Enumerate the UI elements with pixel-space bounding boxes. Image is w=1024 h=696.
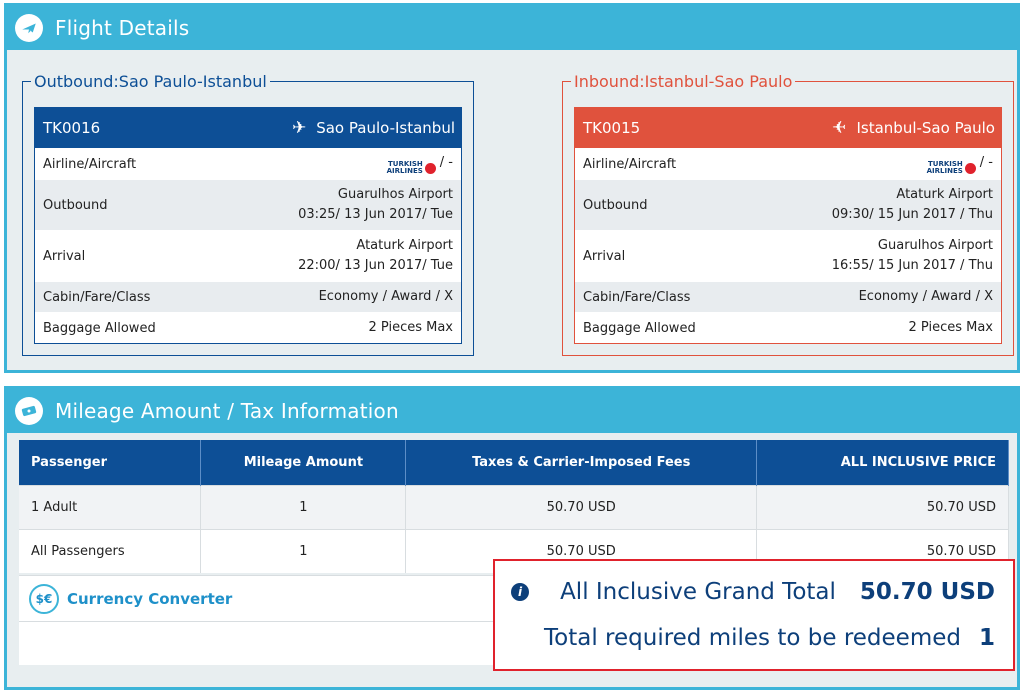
baggage-label: Baggage Allowed [43, 320, 156, 336]
airplane-icon: ✈ [291, 118, 307, 138]
arrival-airport: Ataturk Airport [356, 238, 453, 253]
baggage-value: 2 Pieces Max [908, 320, 994, 335]
outbound-legend: Outbound:Sao Paulo-Istanbul [34, 72, 267, 91]
passenger-cell: 1 Adult [19, 484, 202, 529]
baggage-value: 2 Pieces Max [368, 320, 454, 335]
required-miles-label: Total required miles to be redeemed [544, 625, 961, 651]
required-miles-row: Total required miles to be redeemed 1 [544, 625, 995, 651]
inbound-cabin-row: Cabin/Fare/Class Economy / Award / X [575, 281, 1001, 312]
grand-total-row: All Inclusive Grand Total 50.70 USD [560, 579, 995, 605]
plane-badge-icon [15, 14, 43, 42]
cabin-value: Economy / Award / X [858, 289, 993, 304]
price-cell: 50.70 USD [756, 484, 1009, 529]
taxes-cell: 50.70 USD [405, 484, 758, 529]
arrival-time: 16:55/ 15 Jun 2017 / Thu [831, 258, 993, 273]
grand-total-value: 50.70 USD [859, 579, 995, 605]
mileage-tax-title: Mileage Amount / Tax Information [55, 399, 399, 423]
inbound-card: TK0015 ✈ Istanbul-Sao Paulo Airline/Airc… [574, 107, 1002, 344]
cabin-label: Cabin/Fare/Class [583, 289, 691, 305]
outbound-cabin-row: Cabin/Fare/Class Economy / Award / X [35, 281, 461, 312]
inbound-depart-row: Outbound Ataturk Airport 09:30/ 15 Jun 2… [575, 179, 1001, 230]
inbound-airline-row: Airline/Aircraft TURKISH AIRLINES / - [575, 148, 1001, 179]
outbound-route: Sao Paulo-Istanbul [316, 119, 455, 137]
ticket-icon [15, 397, 43, 425]
flight-details-title: Flight Details [55, 16, 190, 40]
col-mileage-amount: Mileage Amount [200, 440, 407, 485]
cabin-label: Cabin/Fare/Class [43, 289, 151, 305]
turkish-airlines-logo: TURKISH AIRLINES [927, 161, 980, 175]
mileage-cell: 1 [200, 484, 407, 529]
table-header-row: Passenger Mileage Amount Taxes & Carrier… [19, 440, 1009, 485]
outbound-depart-row: Outbound Guarulhos Airport 03:25/ 13 Jun… [35, 179, 461, 230]
arrival-label: Arrival [583, 248, 626, 264]
outbound-leg: Outbound:Sao Paulo-Istanbul TK0016 ✈ Sao… [22, 72, 474, 356]
arrival-time: 22:00/ 13 Jun 2017/ Tue [298, 258, 453, 273]
depart-airport: Ataturk Airport [896, 187, 993, 202]
inbound-card-header: TK0015 ✈ Istanbul-Sao Paulo [575, 108, 1001, 148]
arrival-label: Arrival [43, 248, 86, 264]
mileage-cell: 1 [200, 528, 407, 573]
depart-label: Outbound [43, 197, 108, 213]
required-miles-value: 1 [978, 625, 995, 651]
outbound-flight-number: TK0016 [43, 119, 101, 137]
divider [19, 621, 499, 622]
flight-details-panel: Flight Details Outbound:Sao Paulo-Istanb… [4, 3, 1020, 373]
depart-label: Outbound [583, 197, 648, 213]
inbound-arrival-row: Arrival Guarulhos Airport 16:55/ 15 Jun … [575, 230, 1001, 281]
currency-exchange-icon: $€ [29, 584, 59, 614]
col-taxes: Taxes & Carrier-Imposed Fees [405, 440, 758, 485]
grand-total-label: All Inclusive Grand Total [560, 579, 836, 605]
table-row: 1 Adult 1 50.70 USD 50.70 USD [19, 484, 1009, 529]
outbound-baggage-row: Baggage Allowed 2 Pieces Max [35, 312, 461, 343]
outbound-card-header: TK0016 ✈ Sao Paulo-Istanbul [35, 108, 461, 148]
airplane-icon: ✈ [832, 118, 847, 138]
inbound-baggage-row: Baggage Allowed 2 Pieces Max [575, 312, 1001, 343]
passenger-cell: All Passengers [19, 528, 202, 573]
outbound-card: TK0016 ✈ Sao Paulo-Istanbul Airline/Airc… [34, 107, 462, 344]
col-passenger: Passenger [19, 440, 202, 485]
grand-total-box: i All Inclusive Grand Total 50.70 USD To… [493, 559, 1015, 671]
outbound-arrival-row: Arrival Ataturk Airport 22:00/ 13 Jun 20… [35, 230, 461, 281]
baggage-label: Baggage Allowed [583, 320, 696, 336]
depart-time: 09:30/ 15 Jun 2017 / Thu [831, 207, 993, 222]
inbound-route: Istanbul-Sao Paulo [856, 119, 995, 137]
currency-converter-label: Currency Converter [67, 590, 233, 608]
mileage-tax-header: Mileage Amount / Tax Information [7, 389, 1017, 433]
info-icon[interactable]: i [511, 583, 529, 601]
turkish-airlines-logo: TURKISH AIRLINES [387, 161, 440, 175]
depart-airport: Guarulhos Airport [337, 187, 453, 202]
airline-label: Airline/Aircraft [583, 156, 677, 172]
airline-label: Airline/Aircraft [43, 156, 137, 172]
airline-value: / - [979, 155, 993, 170]
depart-time: 03:25/ 13 Jun 2017/ Tue [298, 207, 453, 222]
flight-details-header: Flight Details [7, 6, 1017, 50]
airline-value: / - [439, 155, 453, 170]
inbound-flight-number: TK0015 [583, 119, 641, 137]
currency-converter-link[interactable]: $€ Currency Converter [29, 584, 232, 614]
cabin-value: Economy / Award / X [318, 289, 453, 304]
outbound-airline-row: Airline/Aircraft TURKISH AIRLINES / - [35, 148, 461, 179]
mileage-tax-panel: Mileage Amount / Tax Information Passeng… [4, 386, 1020, 690]
col-all-inclusive-price: ALL INCLUSIVE PRICE [756, 440, 1009, 485]
mileage-table: Passenger Mileage Amount Taxes & Carrier… [19, 440, 1009, 573]
arrival-airport: Guarulhos Airport [877, 238, 993, 253]
inbound-leg: Inbound:Istanbul-Sao Paulo TK0015 ✈ Ista… [562, 72, 1014, 356]
inbound-legend: Inbound:Istanbul-Sao Paulo [574, 72, 793, 91]
